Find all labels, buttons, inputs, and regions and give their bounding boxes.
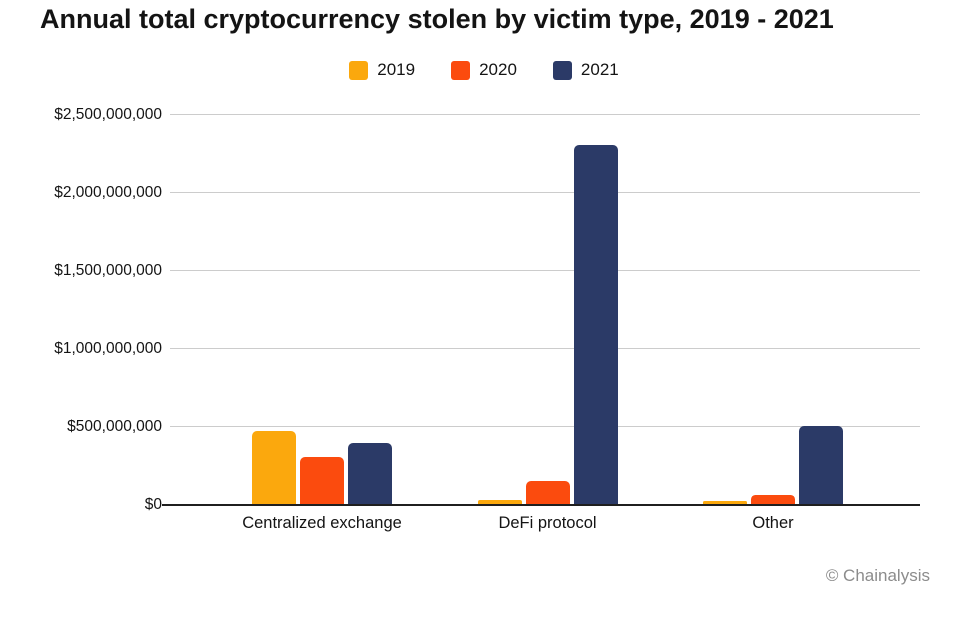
bar-2019-defi-protocol bbox=[477, 500, 522, 504]
bar-2020-other bbox=[751, 495, 795, 504]
x-tick-label-defi-protocol: DeFi protocol bbox=[498, 514, 597, 532]
gridline bbox=[170, 270, 920, 271]
bar-2020-defi-protocol bbox=[525, 480, 570, 504]
bar-2021-other bbox=[799, 426, 843, 504]
x-axis-labels: Centralized exchange DeFi protocol Other bbox=[170, 514, 920, 538]
legend-swatch-2021 bbox=[552, 60, 572, 80]
y-tick-label: $0 bbox=[144, 496, 162, 513]
bar-group-other bbox=[703, 426, 843, 504]
plot-area bbox=[162, 114, 920, 506]
x-tick-label-centralized-exchange: Centralized exchange bbox=[242, 514, 402, 532]
x-axis-line bbox=[162, 504, 920, 506]
bar-2019-other bbox=[703, 500, 747, 504]
bar-group-defi-protocol bbox=[477, 145, 618, 504]
source-credit: © Chainalysis bbox=[825, 566, 930, 585]
legend-label-2020: 2020 bbox=[479, 60, 517, 79]
gridline bbox=[170, 426, 920, 427]
legend-label-2021: 2021 bbox=[580, 60, 619, 79]
bar-2020-centralized-exchange bbox=[300, 457, 344, 504]
y-tick-label: $2,500,000,000 bbox=[54, 106, 162, 123]
legend-label-2019: 2019 bbox=[377, 60, 416, 79]
y-tick-label: $1,000,000,000 bbox=[54, 340, 162, 357]
x-tick-label-other: Other bbox=[752, 514, 794, 532]
legend-item-2021: 2021 bbox=[552, 60, 619, 80]
y-axis-labels: $0 $500,000,000 $1,000,000,000 $1,500,000,0… bbox=[0, 106, 162, 513]
legend-swatch-2020 bbox=[451, 60, 471, 80]
legend-swatch-2019 bbox=[349, 60, 369, 80]
bar-2021-centralized-exchange bbox=[348, 443, 392, 504]
bar-2021-defi-protocol bbox=[573, 145, 618, 504]
gridline bbox=[170, 192, 920, 193]
bar-2019-centralized-exchange bbox=[252, 431, 296, 504]
y-tick-label: $1,500,000,000 bbox=[54, 262, 162, 279]
legend-item-2020: 2020 bbox=[451, 60, 517, 80]
y-tick-label: $500,000,000 bbox=[67, 418, 162, 435]
legend: 2019 2020 2021 bbox=[0, 60, 968, 80]
bar-group-centralized-exchange bbox=[252, 431, 392, 504]
chart-title: Annual total cryptocurrency stolen by vi… bbox=[40, 4, 834, 34]
legend-item-2019: 2019 bbox=[349, 60, 415, 80]
gridline bbox=[170, 348, 920, 349]
gridline bbox=[170, 114, 920, 115]
y-tick-label: $2,000,000,000 bbox=[54, 184, 162, 201]
